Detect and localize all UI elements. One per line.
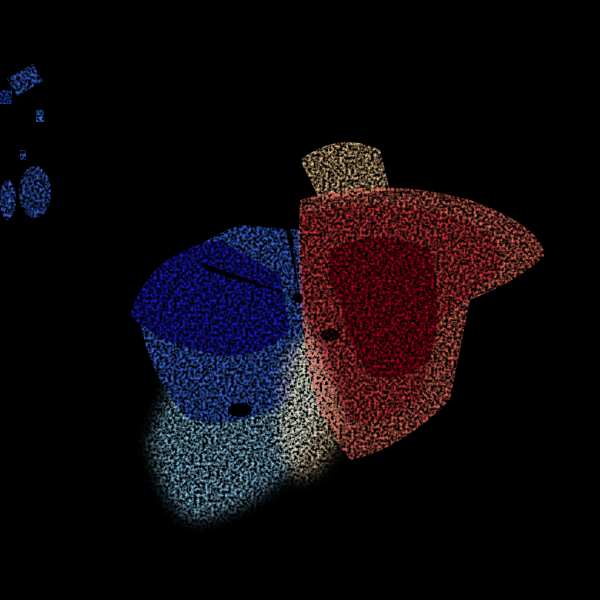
beam-blockage: [285, 225, 300, 298]
outbound-strong-area: [328, 237, 438, 378]
outbound-velocity-region: [298, 187, 545, 460]
echo-gap: [320, 329, 340, 341]
inbound-velocity-region: [130, 225, 330, 520]
radar-site: [293, 293, 303, 303]
echo-patch: [0, 180, 16, 220]
radar-center-gaps: [200, 225, 340, 417]
echo-patch: [7, 63, 43, 97]
distant-echo-patches: [0, 63, 51, 220]
echo-patch: [19, 166, 51, 218]
echo-gap: [228, 403, 252, 417]
near-zero-top: [300, 142, 390, 200]
beam-blockage: [200, 262, 300, 298]
echo-patch: [20, 150, 26, 160]
echo-patch: [0, 90, 12, 104]
echo-patch: [36, 110, 44, 122]
inbound-strong-area: [130, 240, 290, 356]
